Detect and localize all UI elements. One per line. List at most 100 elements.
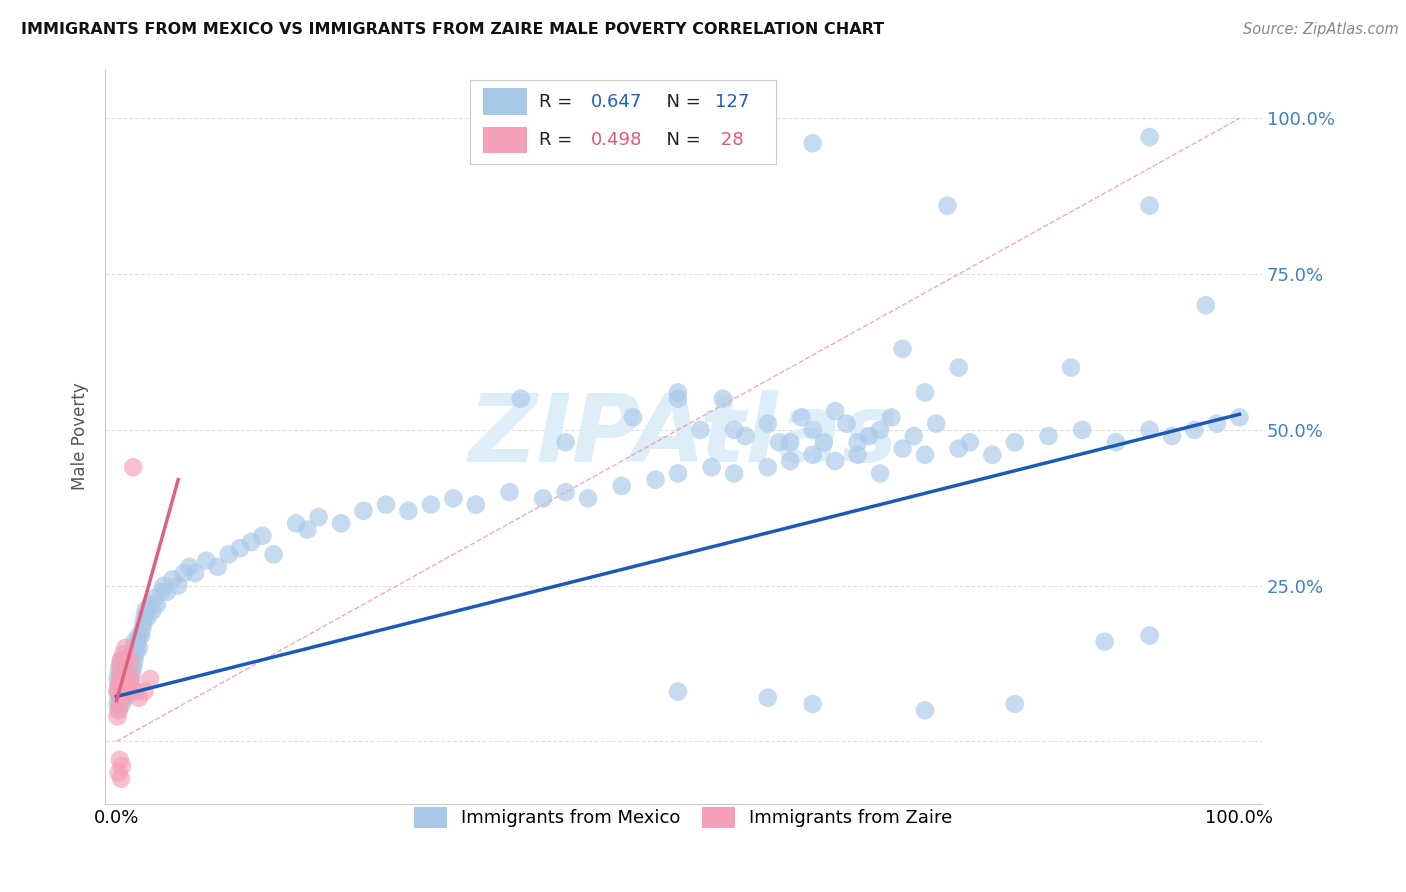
- Point: [554, 435, 576, 450]
- Point: [114, 690, 136, 705]
- Point: [135, 603, 157, 617]
- Point: [179, 560, 201, 574]
- Point: [110, 653, 132, 667]
- FancyBboxPatch shape: [470, 79, 776, 164]
- Point: [801, 423, 824, 437]
- Point: [1094, 634, 1116, 648]
- Point: [756, 460, 779, 475]
- Point: [129, 628, 152, 642]
- Point: [107, 678, 129, 692]
- Point: [132, 615, 155, 630]
- Point: [666, 684, 689, 698]
- Point: [110, 678, 132, 692]
- Point: [108, 753, 131, 767]
- Text: 127: 127: [714, 93, 749, 111]
- Point: [801, 136, 824, 151]
- Point: [150, 584, 173, 599]
- Point: [756, 690, 779, 705]
- Point: [108, 659, 131, 673]
- Point: [756, 417, 779, 431]
- Point: [108, 697, 131, 711]
- FancyBboxPatch shape: [484, 88, 527, 115]
- Point: [111, 690, 134, 705]
- Text: ZIPAtlas: ZIPAtlas: [468, 390, 898, 482]
- Point: [207, 560, 229, 574]
- Point: [396, 504, 419, 518]
- Point: [118, 665, 141, 680]
- Point: [184, 566, 207, 581]
- Point: [666, 392, 689, 406]
- Point: [122, 659, 145, 673]
- Point: [108, 697, 131, 711]
- Point: [779, 454, 801, 468]
- Point: [285, 516, 308, 531]
- Point: [936, 198, 959, 212]
- Point: [1161, 429, 1184, 443]
- FancyBboxPatch shape: [484, 127, 527, 153]
- Point: [118, 672, 141, 686]
- Point: [252, 529, 274, 543]
- Point: [576, 491, 599, 506]
- Point: [464, 498, 486, 512]
- Point: [419, 498, 441, 512]
- Point: [112, 678, 135, 692]
- Point: [869, 467, 891, 481]
- Point: [112, 665, 135, 680]
- Point: [107, 697, 129, 711]
- Point: [835, 417, 858, 431]
- Point: [1184, 423, 1206, 437]
- Point: [110, 653, 132, 667]
- Text: Source: ZipAtlas.com: Source: ZipAtlas.com: [1243, 22, 1399, 37]
- Point: [891, 442, 914, 456]
- Point: [903, 429, 925, 443]
- Point: [124, 653, 146, 667]
- Point: [108, 672, 131, 686]
- Point: [1004, 435, 1026, 450]
- Point: [948, 442, 970, 456]
- Point: [128, 640, 150, 655]
- Point: [914, 385, 936, 400]
- Point: [107, 765, 129, 780]
- Point: [308, 510, 330, 524]
- Point: [107, 672, 129, 686]
- Point: [167, 579, 190, 593]
- Point: [1071, 423, 1094, 437]
- Point: [644, 473, 666, 487]
- Point: [139, 672, 162, 686]
- Point: [801, 697, 824, 711]
- Point: [768, 435, 790, 450]
- Point: [779, 435, 801, 450]
- Point: [891, 342, 914, 356]
- Y-axis label: Male Poverty: Male Poverty: [72, 383, 89, 490]
- Point: [120, 659, 142, 673]
- Point: [723, 467, 745, 481]
- Point: [111, 697, 134, 711]
- Point: [330, 516, 353, 531]
- Point: [121, 665, 143, 680]
- Point: [146, 597, 169, 611]
- Text: 0.498: 0.498: [591, 131, 643, 149]
- Point: [112, 684, 135, 698]
- Point: [162, 573, 184, 587]
- Legend: Immigrants from Mexico, Immigrants from Zaire: Immigrants from Mexico, Immigrants from …: [408, 800, 960, 835]
- Point: [218, 548, 240, 562]
- Point: [375, 498, 398, 512]
- Point: [297, 523, 319, 537]
- Point: [114, 665, 136, 680]
- Point: [111, 659, 134, 673]
- Point: [136, 609, 159, 624]
- Point: [846, 448, 869, 462]
- Point: [1038, 429, 1060, 443]
- Point: [122, 684, 145, 698]
- Point: [127, 634, 149, 648]
- Point: [700, 460, 723, 475]
- Point: [107, 703, 129, 717]
- Point: [112, 672, 135, 686]
- Point: [981, 448, 1004, 462]
- Point: [115, 653, 138, 667]
- Point: [125, 640, 148, 655]
- Point: [554, 485, 576, 500]
- Point: [114, 678, 136, 692]
- Point: [846, 435, 869, 450]
- Point: [117, 665, 139, 680]
